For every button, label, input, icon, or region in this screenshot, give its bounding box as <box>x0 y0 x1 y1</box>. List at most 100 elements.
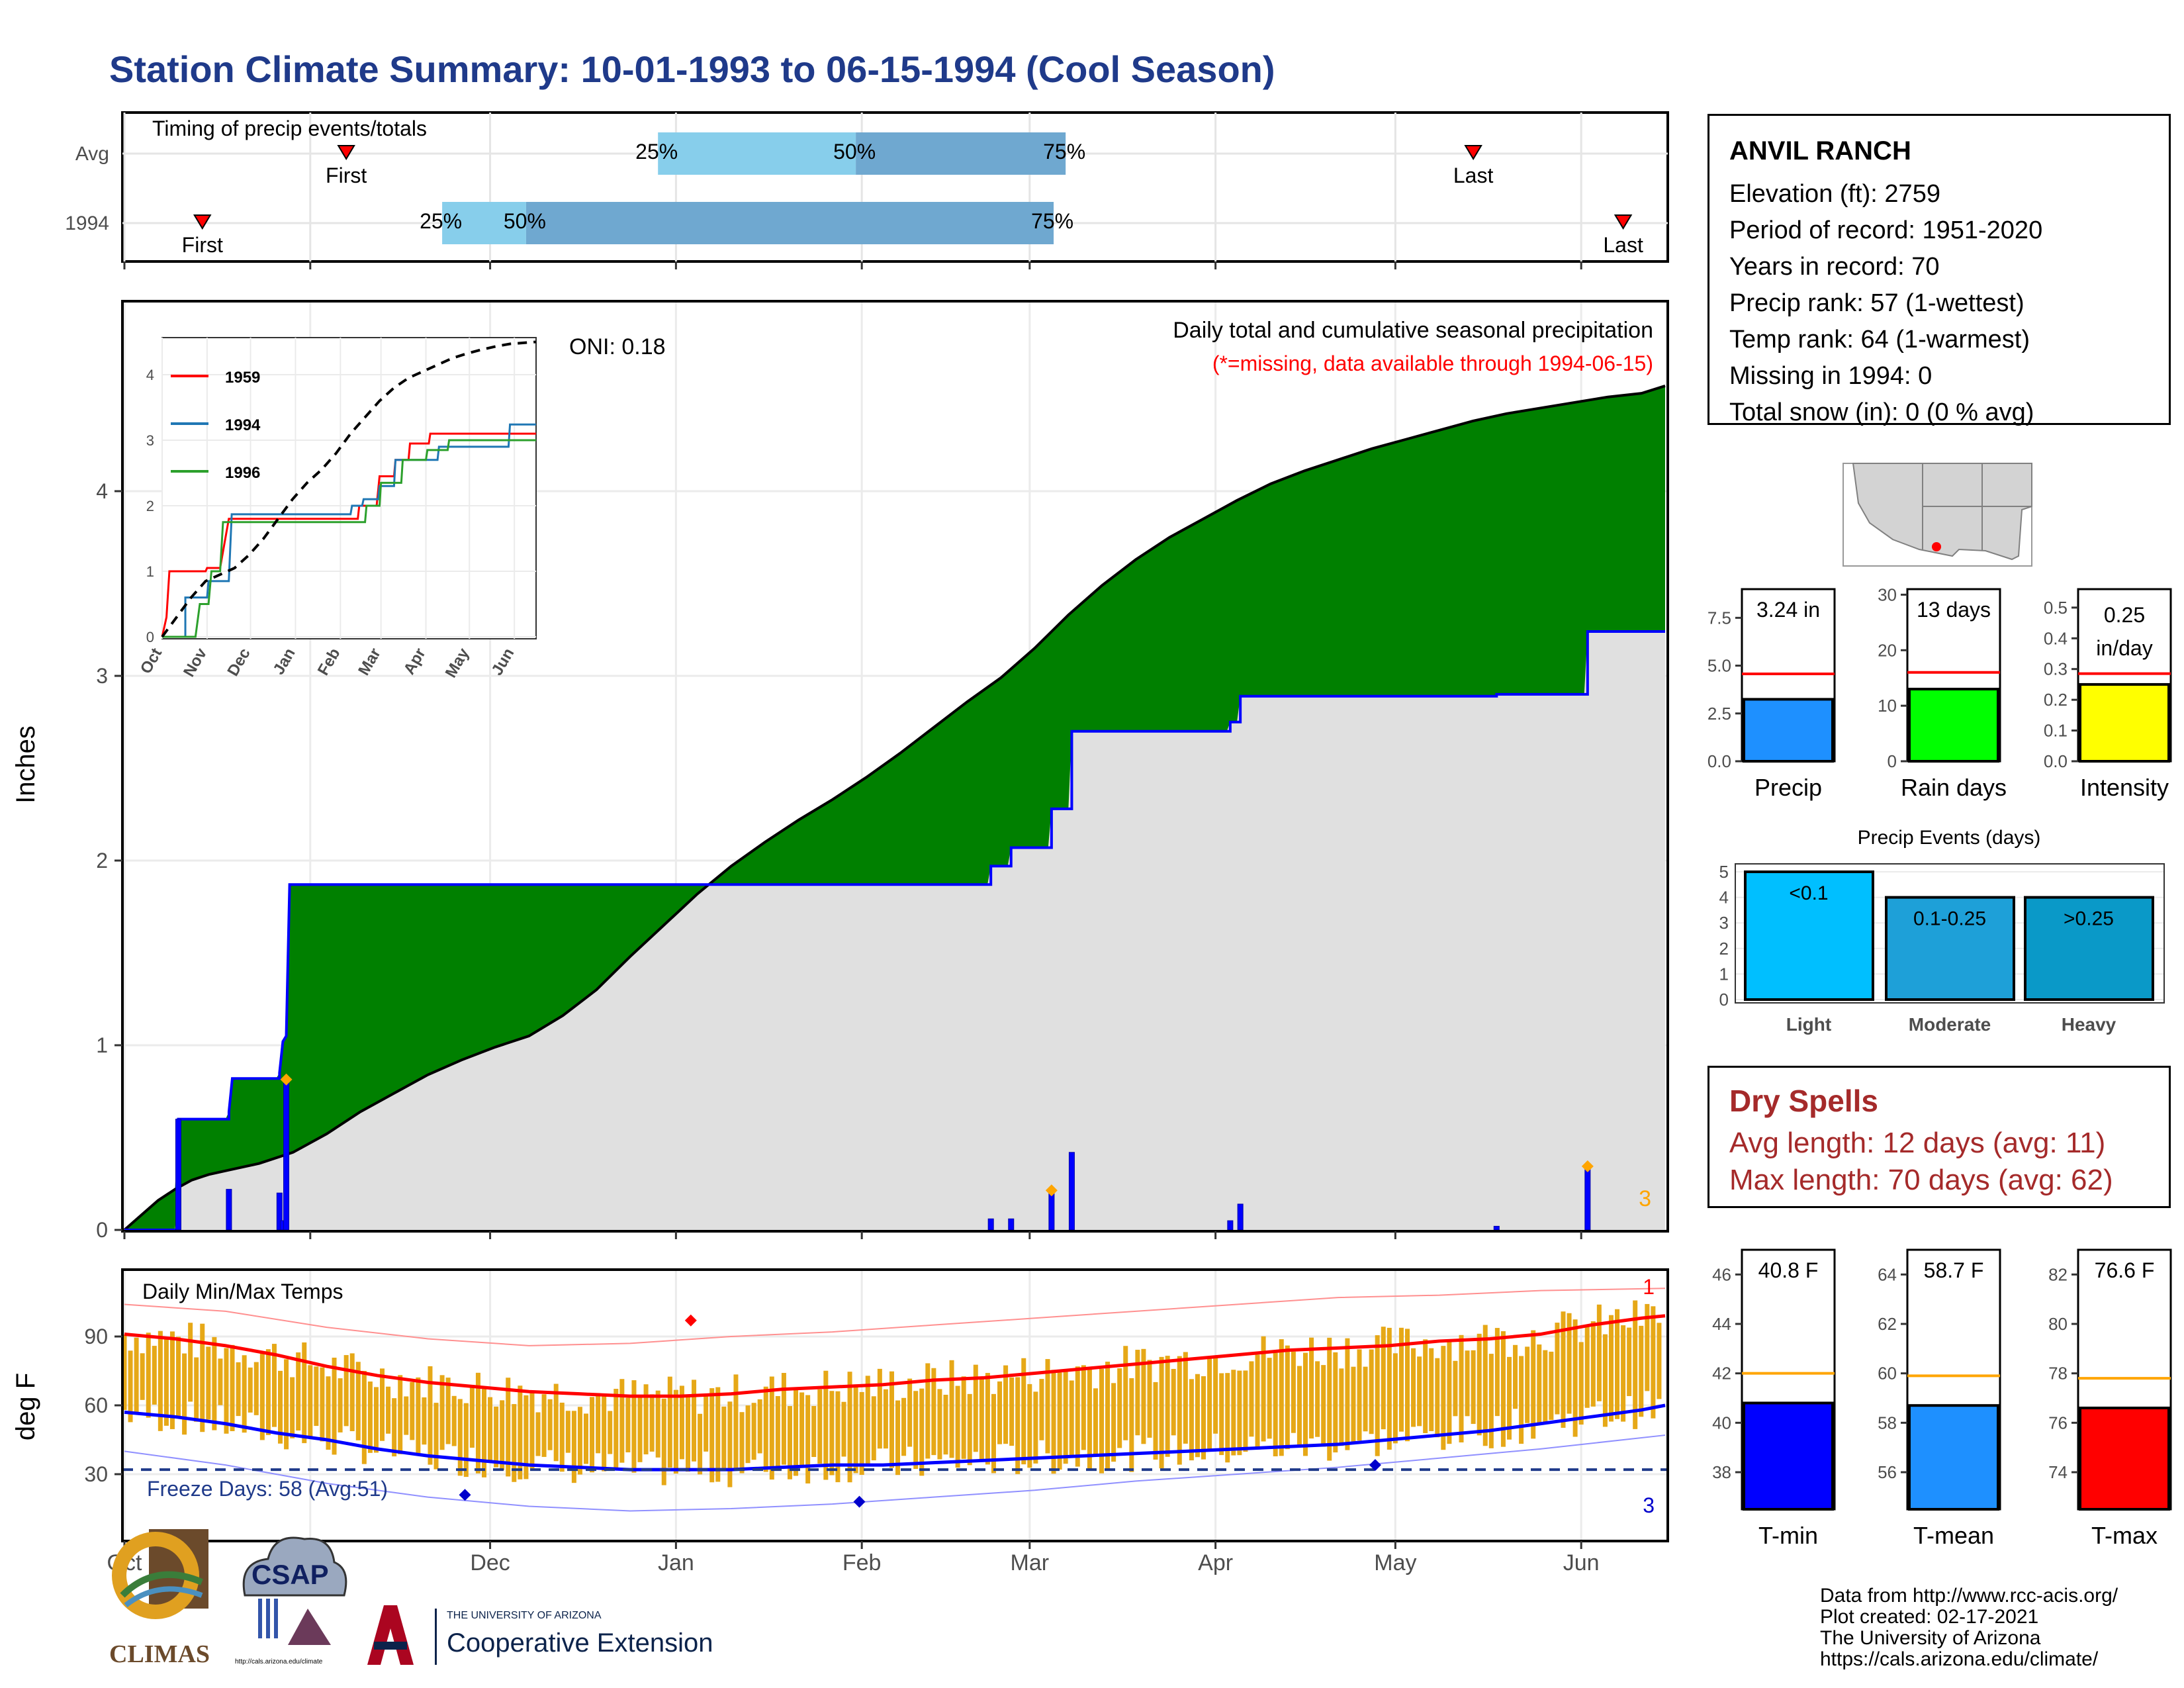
daily-temp-bar <box>1207 1357 1212 1449</box>
daily-temp-bar <box>158 1331 163 1431</box>
daily-temp-bar <box>1027 1383 1032 1468</box>
ua-line2: Cooperative Extension <box>447 1628 713 1658</box>
record-low-count: 3 <box>1643 1493 1655 1517</box>
panel-value-text: 76.6 F <box>2095 1258 2155 1282</box>
daily-temp-bar <box>290 1377 295 1438</box>
daily-temp-bar <box>655 1390 660 1458</box>
inset-ytick-label: 3 <box>146 432 154 449</box>
precip-ytick-label: 3 <box>96 664 108 688</box>
daily-precip-bar <box>175 1119 182 1231</box>
panel-value-text: 0.25 <box>2104 603 2145 627</box>
inset-legend-label: 1996 <box>225 464 260 482</box>
daily-temp-bar <box>176 1336 181 1418</box>
daily-temp-bar <box>271 1344 277 1427</box>
daily-temp-bar <box>494 1406 499 1468</box>
daily-temp-bar <box>547 1399 553 1450</box>
daily-temp-bar <box>1321 1365 1326 1447</box>
event-category-label: Heavy <box>2062 1014 2116 1035</box>
csap-text: CSAP <box>251 1559 329 1590</box>
climas-sun-icon <box>112 1529 208 1619</box>
daily-temp-bar <box>715 1387 721 1482</box>
timing-bar-lower <box>658 132 856 175</box>
panel-ytick-label: 10 <box>1878 696 1897 716</box>
climas-text: CLIMAS <box>109 1640 210 1668</box>
events-ytick-label: 3 <box>1719 913 1729 933</box>
daily-temp-bar <box>1039 1379 1044 1440</box>
daily-temp-bar <box>859 1391 864 1476</box>
temps-ytick-label: 90 <box>84 1325 108 1348</box>
daily-temp-bar <box>733 1374 739 1469</box>
precip-title: Daily total and cumulative seasonal prec… <box>1173 318 1653 343</box>
daily-precip-bar <box>1584 1168 1591 1231</box>
daily-precip-bar <box>1048 1192 1055 1231</box>
daily-temp-bar <box>1105 1362 1111 1470</box>
csap-url: http://cals.arizona.edu/climate <box>235 1658 323 1665</box>
csap-logo: CSAP http://cals.arizona.edu/climate <box>232 1523 351 1681</box>
precip-ytick-label: 0 <box>96 1218 108 1242</box>
daily-temp-bar <box>428 1366 433 1465</box>
missing-marker <box>280 1073 293 1086</box>
daily-temp-bar <box>637 1396 643 1462</box>
temps-xtick-label: Apr <box>1198 1550 1233 1575</box>
daily-temp-bar <box>1363 1366 1368 1432</box>
daily-temp-bar <box>829 1391 835 1476</box>
daily-temp-bar <box>535 1412 541 1456</box>
daily-temp-bar <box>1237 1370 1242 1456</box>
panel-ytick-label: 40 <box>1712 1413 1731 1432</box>
daily-temp-bar <box>194 1357 199 1422</box>
daily-temp-bar <box>709 1388 715 1483</box>
event-bar <box>1885 896 2015 1001</box>
daily-temp-bar <box>1477 1333 1482 1436</box>
daily-temp-bar <box>1069 1380 1074 1456</box>
timing-last-label: Last <box>1603 233 1643 257</box>
daily-temp-bar <box>1219 1373 1224 1456</box>
daily-temp-bar <box>361 1370 367 1464</box>
temps-xtick-label: May <box>1374 1550 1416 1575</box>
daily-temp-bar <box>1093 1388 1098 1456</box>
events-ytick-label: 2 <box>1719 939 1729 959</box>
daily-temp-bar <box>314 1366 319 1427</box>
daily-temp-bar <box>410 1382 415 1440</box>
daily-temp-bar <box>1201 1376 1206 1460</box>
events-ytick-label: 4 <box>1719 888 1729 908</box>
dry-spells-box: Dry Spells Avg length: 12 days (avg: 11)… <box>1707 1066 2171 1208</box>
daily-temp-bar <box>763 1386 768 1472</box>
daily-temp-bar <box>631 1380 637 1473</box>
station-info-line: Missing in 1994: 0 <box>1729 362 1933 390</box>
panel-ytick-label: 0.4 <box>2044 628 2068 648</box>
daily-precip-bar <box>987 1218 994 1231</box>
panel-label: T-min <box>1758 1522 1818 1549</box>
daily-temp-bar <box>1021 1358 1026 1465</box>
timing-pct-label: 25% <box>635 140 678 164</box>
daily-temp-bar <box>152 1346 157 1405</box>
daily-temp-bar <box>1135 1350 1140 1436</box>
precip-subtitle: (*=missing, data available through 1994-… <box>1212 352 1653 375</box>
timing-pct-label: 50% <box>833 140 876 164</box>
daily-temp-bar <box>146 1333 151 1418</box>
panel-value-bar <box>1743 1401 1834 1511</box>
daily-temp-bar <box>134 1337 139 1413</box>
daily-temp-bar <box>1081 1365 1086 1450</box>
daily-temp-bar <box>1225 1373 1230 1463</box>
daily-temp-bar <box>182 1353 187 1435</box>
daily-temp-bar <box>1633 1300 1638 1429</box>
panel-ytick-label: 82 <box>2048 1264 2068 1284</box>
daily-temp-bar <box>1657 1323 1662 1399</box>
panel-ytick-label: 76 <box>2048 1413 2068 1432</box>
daily-temp-bar <box>961 1376 966 1459</box>
daily-temp-bar <box>433 1403 439 1470</box>
panel-ytick-label: 64 <box>1878 1264 1897 1284</box>
daily-temp-bar <box>1063 1371 1068 1464</box>
panel-ytick-label: 0.5 <box>2044 598 2068 618</box>
daily-temp-bar <box>265 1349 271 1435</box>
daily-temp-bar <box>1249 1361 1254 1437</box>
ua-line1: THE UNIVERSITY OF ARIZONA <box>447 1610 602 1621</box>
daily-temp-bar <box>673 1389 678 1474</box>
daily-temp-bar <box>1189 1379 1194 1461</box>
daily-temp-bar <box>1213 1355 1218 1434</box>
daily-temp-bar <box>1183 1352 1188 1444</box>
daily-temp-bar <box>1045 1359 1050 1454</box>
inset-ytick-label: 4 <box>146 367 154 383</box>
daily-temp-bar <box>937 1389 942 1460</box>
